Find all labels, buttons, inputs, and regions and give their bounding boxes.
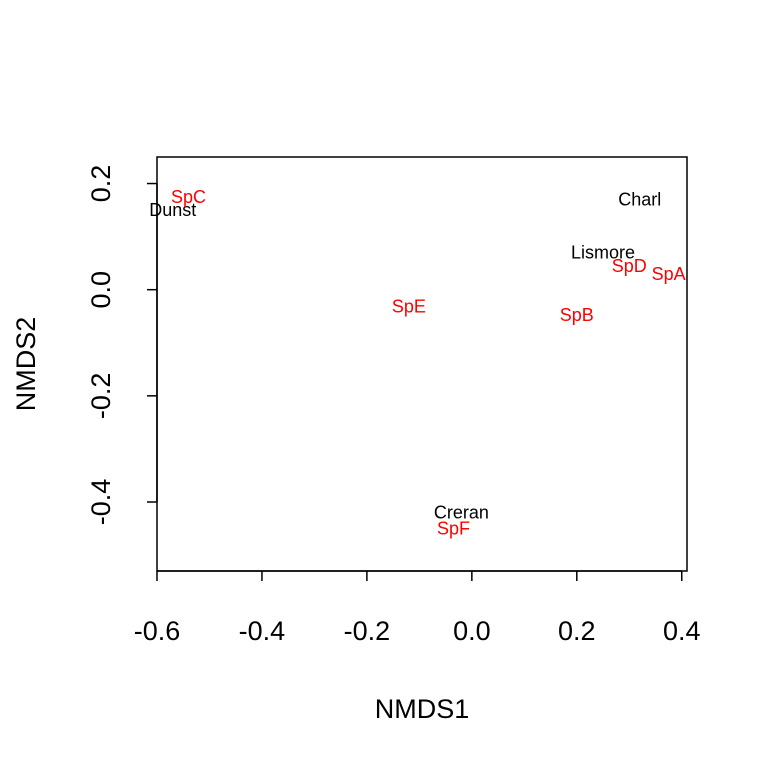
y-tick-label: 0.0: [86, 271, 116, 309]
x-tick-label: -0.4: [239, 616, 286, 646]
point-label-spd: SpD: [612, 256, 647, 276]
x-axis-title: NMDS1: [375, 694, 470, 724]
point-label-spb: SpB: [560, 305, 594, 325]
point-label-charl: Charl: [618, 189, 661, 209]
x-tick-label: 0.2: [558, 616, 596, 646]
x-tick-label: -0.6: [134, 616, 181, 646]
point-label-spc: SpC: [171, 187, 206, 207]
x-tick-label: 0.0: [453, 616, 491, 646]
y-tick-label: -0.4: [86, 479, 116, 526]
point-label-spe: SpE: [392, 297, 426, 317]
x-tick-label: -0.2: [344, 616, 391, 646]
plot-box: [156, 156, 688, 572]
y-tick-label: 0.2: [86, 165, 116, 203]
point-labels: Dunst Charl Lismore Creran SpC SpD SpA SpE SpB Sp…: [149, 187, 685, 539]
y-axis-title: NMDS2: [11, 317, 41, 412]
point-label-dunst: Dunst: [149, 200, 196, 220]
y-tick-label: -0.2: [86, 373, 116, 420]
x-tick-label: 0.4: [663, 616, 701, 646]
point-label-creran: Creran: [434, 503, 489, 523]
y-axis: -0.4 -0.2 0.0 0.2: [86, 165, 158, 526]
point-label-lismore: Lismore: [571, 243, 635, 263]
point-label-spa: SpA: [652, 264, 686, 284]
x-axis: -0.6 -0.4 -0.2 0.0 0.2 0.4: [134, 570, 701, 646]
point-label-spf: SpF: [437, 519, 470, 539]
